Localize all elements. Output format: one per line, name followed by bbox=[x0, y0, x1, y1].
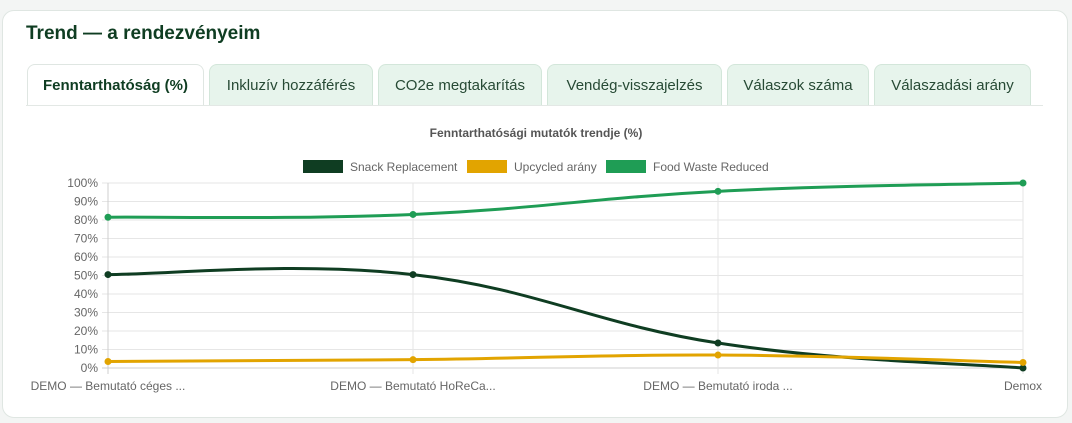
y-tick-label: 90% bbox=[74, 195, 98, 209]
tab-co2e-savings[interactable]: CO2e megtakarítás bbox=[378, 64, 542, 105]
data-point[interactable] bbox=[714, 187, 722, 195]
data-point[interactable] bbox=[1019, 358, 1027, 366]
legend-label[interactable]: Snack Replacement bbox=[350, 160, 458, 174]
y-tick-label: 20% bbox=[74, 324, 98, 338]
y-tick-label: 0% bbox=[81, 361, 99, 375]
legend-swatch[interactable] bbox=[303, 160, 343, 173]
x-tick-label: DEMO — Bemutató céges ... bbox=[31, 379, 186, 393]
y-tick-label: 40% bbox=[74, 287, 98, 301]
x-tick-label: DEMO — Bemutató iroda ... bbox=[643, 379, 792, 393]
data-point[interactable] bbox=[1019, 179, 1027, 187]
data-point[interactable] bbox=[714, 351, 722, 359]
data-point[interactable] bbox=[1019, 364, 1027, 372]
data-point[interactable] bbox=[104, 213, 112, 221]
y-tick-label: 100% bbox=[67, 176, 98, 190]
data-point[interactable] bbox=[409, 210, 417, 218]
chart-title: Fenntarthatósági mutatók trendje (%) bbox=[430, 126, 643, 140]
y-tick-label: 30% bbox=[74, 306, 98, 320]
legend-label[interactable]: Upcycled arány bbox=[514, 160, 597, 174]
tab-sustainability[interactable]: Fenntarthatóság (%) bbox=[27, 64, 204, 106]
y-tick-label: 70% bbox=[74, 232, 98, 246]
legend-label[interactable]: Food Waste Reduced bbox=[653, 160, 769, 174]
data-point[interactable] bbox=[409, 356, 417, 364]
data-point[interactable] bbox=[714, 339, 722, 347]
y-tick-label: 80% bbox=[74, 213, 98, 227]
tab-inclusive-access[interactable]: Inkluzív hozzáférés bbox=[209, 64, 373, 105]
tab-divider bbox=[26, 105, 1043, 106]
tab-guest-feedback[interactable]: Vendég-visszajelzés bbox=[547, 64, 722, 105]
tab-response-rate[interactable]: Válaszadási arány bbox=[874, 64, 1031, 105]
legend-swatch[interactable] bbox=[606, 160, 646, 173]
legend-swatch[interactable] bbox=[467, 160, 507, 173]
tab-response-count[interactable]: Válaszok száma bbox=[727, 64, 869, 105]
x-tick-label: Demox bbox=[1004, 379, 1042, 393]
y-tick-label: 60% bbox=[74, 250, 98, 264]
y-tick-label: 10% bbox=[74, 343, 98, 357]
data-point[interactable] bbox=[104, 358, 112, 366]
series-line bbox=[107, 181, 1024, 220]
page-title: Trend — a rendezvényeim bbox=[26, 23, 261, 44]
data-point[interactable] bbox=[409, 271, 417, 279]
data-point[interactable] bbox=[104, 271, 112, 279]
series-line bbox=[107, 353, 1024, 364]
y-tick-label: 50% bbox=[74, 269, 98, 283]
series-line bbox=[107, 266, 1024, 370]
x-tick-label: DEMO — Bemutató HoReCa... bbox=[330, 379, 495, 393]
